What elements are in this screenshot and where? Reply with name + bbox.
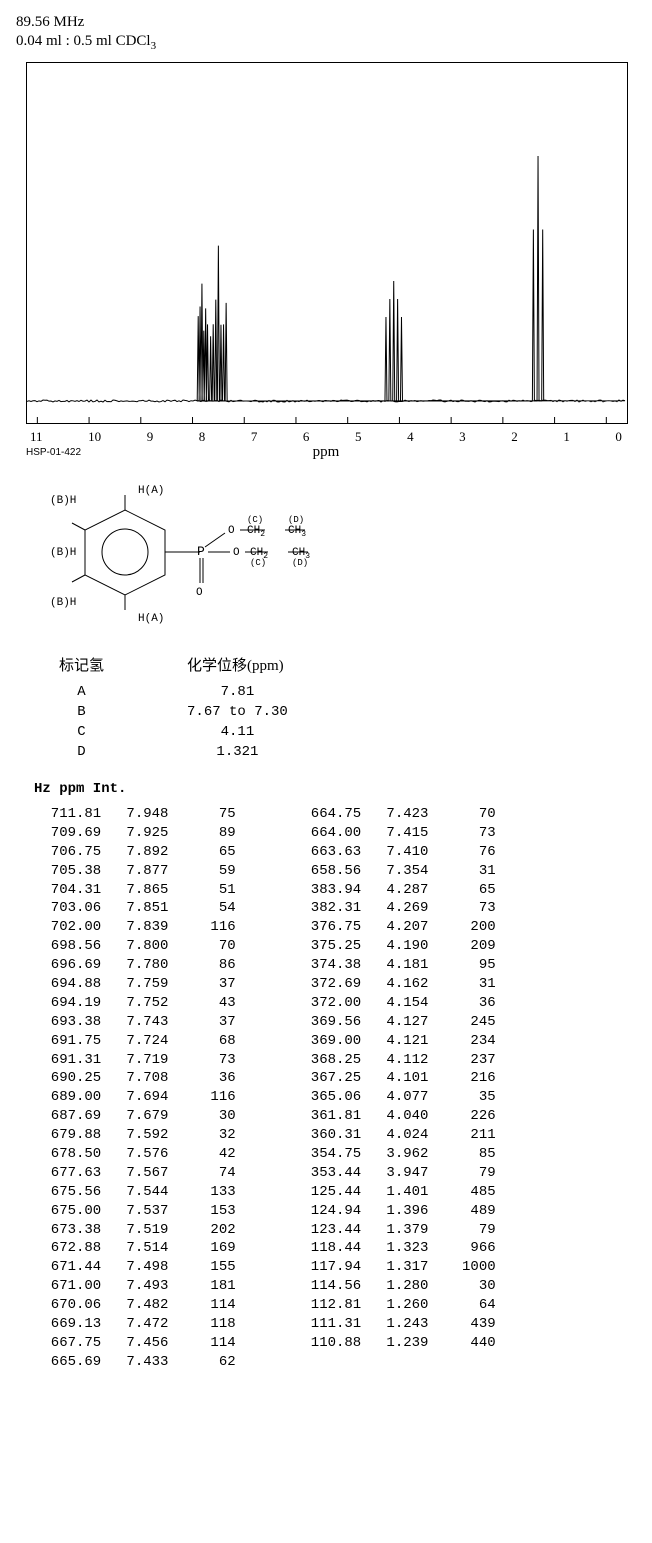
header-sample: 0.04 ml : 0.5 ml CDCl3: [16, 33, 636, 52]
peak-table-header: Hz ppm Int.: [34, 781, 636, 797]
x-tick: 4: [407, 429, 414, 445]
svg-text:CH3: CH3: [292, 547, 310, 561]
svg-text:(D): (D): [288, 515, 304, 525]
assign-hdr-right: 化学位移(ppm): [186, 653, 368, 681]
svg-text:H(A): H(A): [138, 613, 164, 625]
svg-text:(B)H: (B)H: [50, 597, 76, 609]
peak-table-col-right: 664.75 7.423 70 664.00 7.415 73 663.63 7…: [294, 805, 554, 1372]
svg-text:P: P: [197, 544, 205, 559]
assignment-row: B7.67 to 7.30: [58, 703, 368, 721]
svg-text:(C): (C): [247, 515, 263, 525]
svg-text:(B)H: (B)H: [50, 547, 76, 559]
x-axis-ticks: 11109876543210: [26, 426, 626, 445]
x-tick: 1: [563, 429, 570, 445]
nmr-spectrum-svg: [27, 63, 627, 423]
x-tick: 3: [459, 429, 466, 445]
molecular-structure: H(A) H(A) (B)H (B)H (B)H P O O O (C) (D)…: [50, 475, 350, 645]
x-tick: 8: [199, 429, 206, 445]
x-tick: 10: [88, 429, 101, 445]
assignment-table: 标记氢 化学位移(ppm) A7.81 B7.67 to 7.30 C4.11 D1.…: [56, 651, 370, 763]
hsp-label: HSP-01-422: [26, 447, 81, 458]
assign-hdr-left: 标记氢: [58, 653, 184, 681]
svg-text:(B)H: (B)H: [50, 495, 76, 507]
x-tick: 9: [147, 429, 154, 445]
svg-text:O: O: [233, 547, 240, 559]
x-tick: 6: [303, 429, 310, 445]
nmr-spectrum: [26, 62, 628, 424]
peak-table-col-left: 711.81 7.948 75 709.69 7.925 89 706.75 7…: [34, 805, 294, 1372]
svg-text:CH2: CH2: [247, 525, 265, 539]
svg-text:O: O: [228, 525, 235, 537]
assignment-row: D1.321: [58, 743, 368, 761]
x-tick: 7: [251, 429, 258, 445]
x-tick: 0: [615, 429, 622, 445]
structure-svg: H(A) H(A) (B)H (B)H (B)H P O O O (C) (D)…: [50, 475, 350, 645]
svg-text:O: O: [196, 587, 203, 599]
svg-text:CH3: CH3: [288, 525, 306, 539]
svg-text:CH2: CH2: [250, 547, 268, 561]
x-tick: 5: [355, 429, 362, 445]
header-frequency: 89.56 MHz: [16, 14, 636, 31]
header-sample-sub: 3: [151, 40, 157, 52]
peak-table: 711.81 7.948 75 709.69 7.925 89 706.75 7…: [34, 805, 636, 1372]
x-axis-label: ppm: [26, 444, 626, 461]
x-tick: 2: [511, 429, 518, 445]
assignment-row: C4.11: [58, 723, 368, 741]
x-tick: 11: [30, 429, 43, 445]
svg-text:H(A): H(A): [138, 485, 164, 497]
assignment-row: A7.81: [58, 683, 368, 701]
header-sample-text: 0.04 ml : 0.5 ml CDCl: [16, 33, 151, 49]
